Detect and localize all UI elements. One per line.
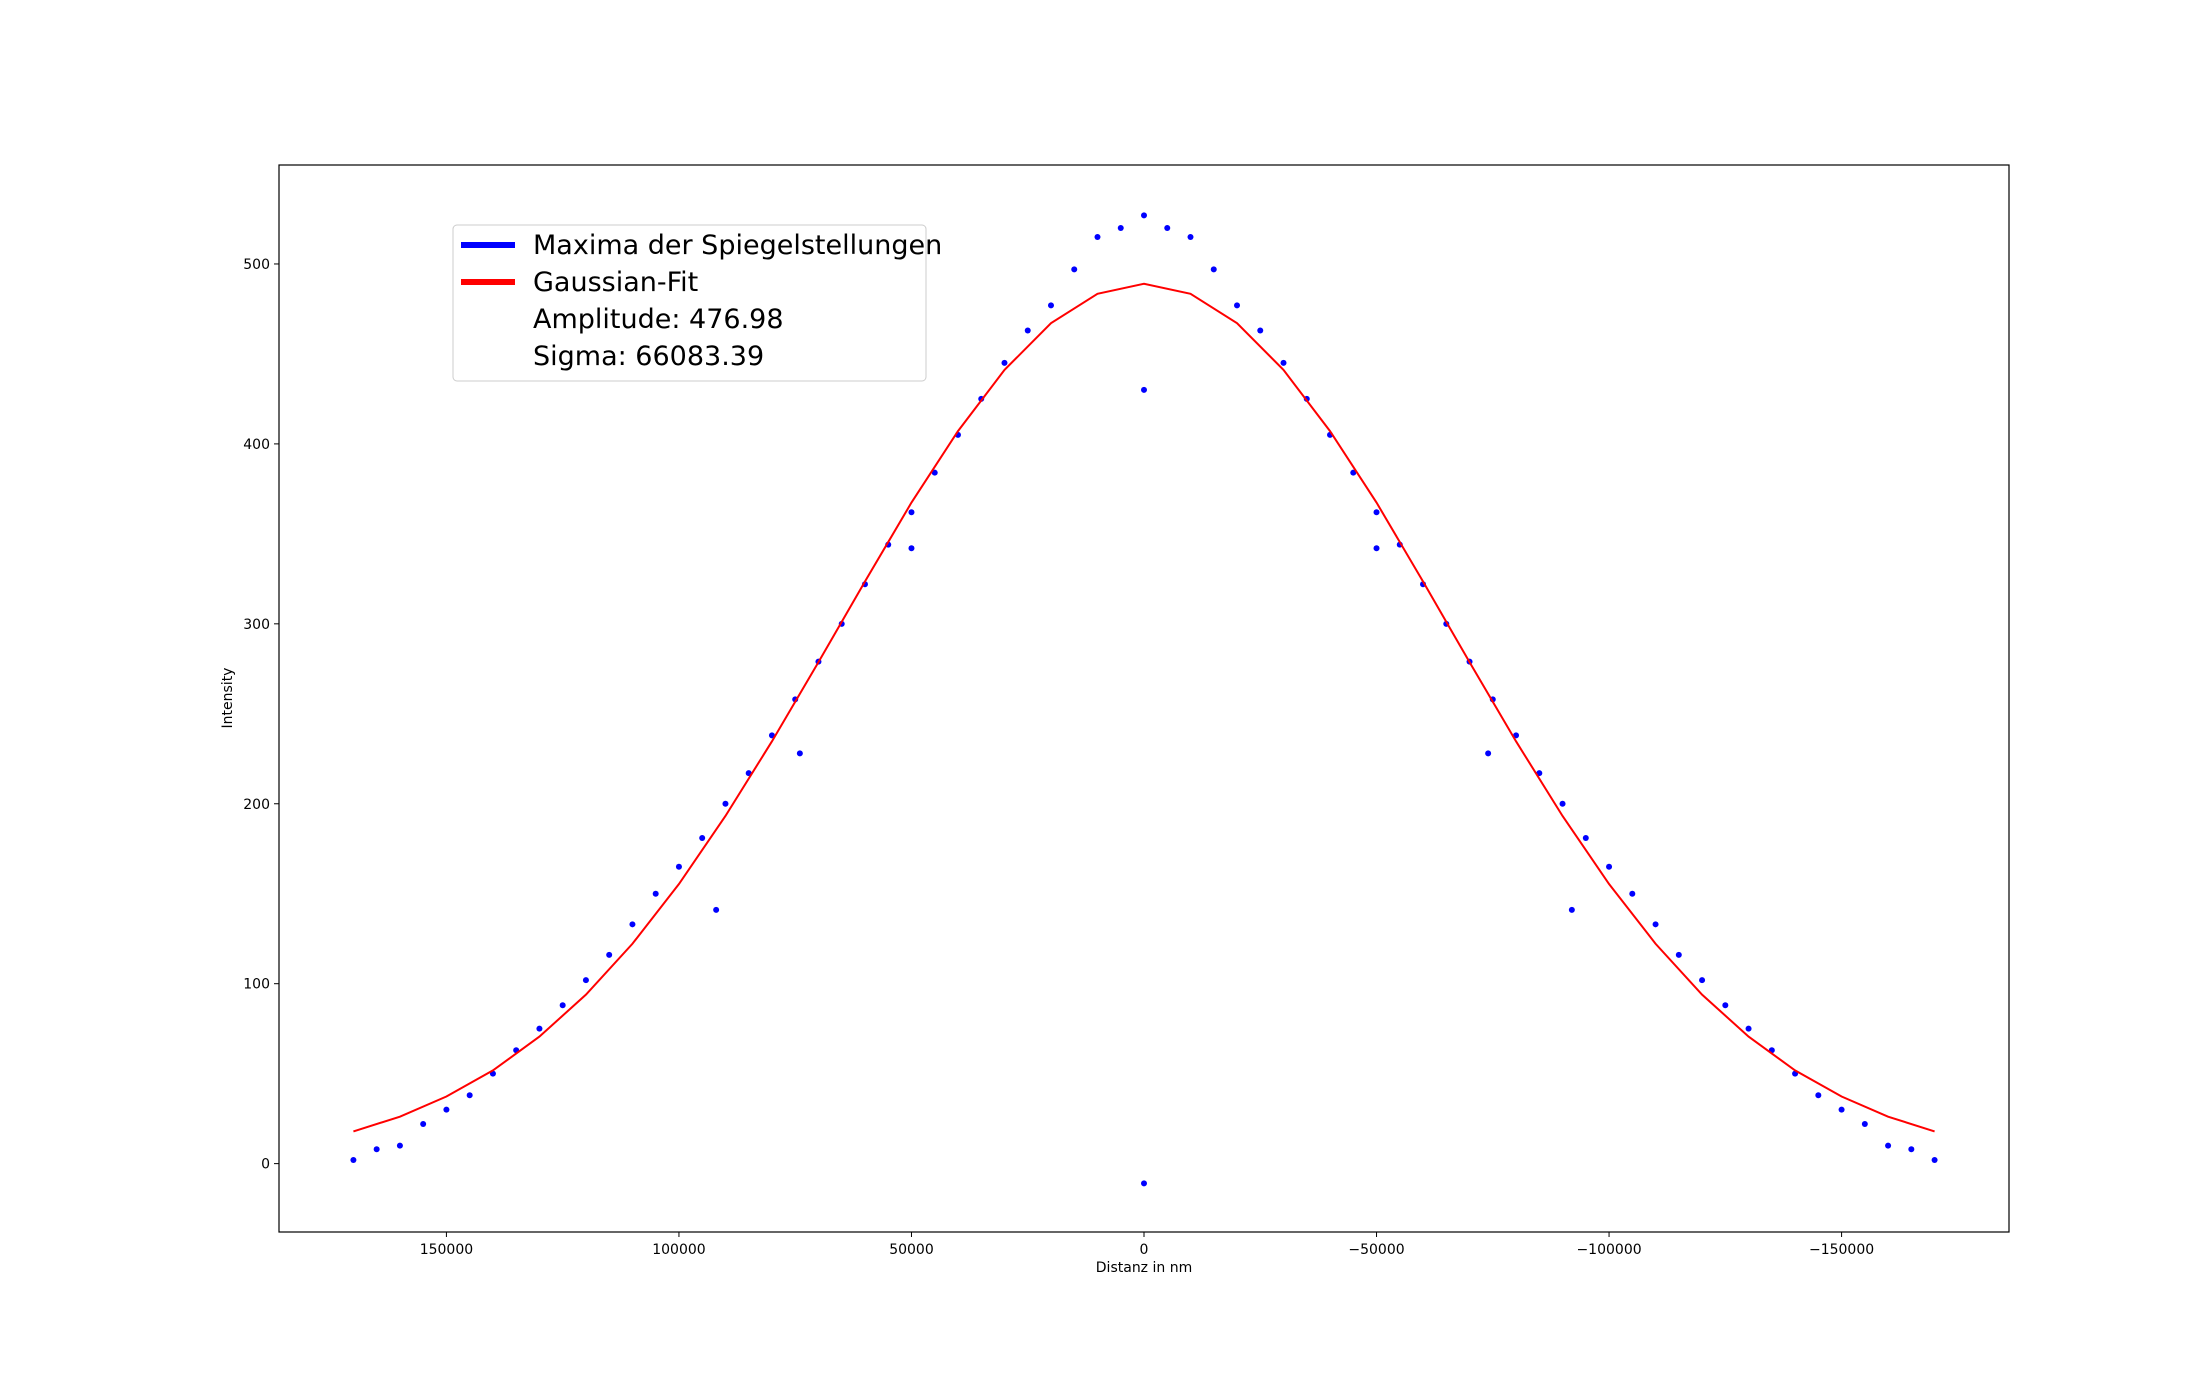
legend-label: Gaussian-Fit bbox=[533, 267, 698, 298]
legend-box bbox=[452, 224, 927, 382]
data-point bbox=[606, 951, 613, 958]
data-point bbox=[1117, 224, 1124, 231]
data-point bbox=[1257, 327, 1264, 334]
y-tick-label: 200 bbox=[243, 797, 270, 813]
data-point bbox=[536, 1025, 543, 1032]
data-point bbox=[1582, 834, 1589, 841]
y-tick-label: 100 bbox=[243, 977, 270, 993]
legend-annotation: Amplitude: 476.98 bbox=[533, 304, 784, 335]
data-point bbox=[1373, 545, 1380, 552]
data-point bbox=[559, 1002, 566, 1009]
plot-frame bbox=[278, 164, 2010, 1233]
data-point bbox=[1234, 302, 1241, 309]
data-point bbox=[796, 750, 803, 757]
legend-annotation: Sigma: 66083.39 bbox=[533, 341, 764, 372]
legend-label: Maxima der Spiegelstellungen bbox=[533, 230, 942, 261]
data-point bbox=[908, 509, 915, 516]
data-point bbox=[1861, 1121, 1868, 1128]
data-point bbox=[1047, 302, 1054, 309]
data-point bbox=[713, 906, 720, 913]
data-point bbox=[1908, 1146, 1915, 1153]
data-point bbox=[1141, 1180, 1147, 1187]
data-point bbox=[908, 545, 915, 552]
data-point bbox=[1652, 921, 1659, 928]
data-point bbox=[396, 1142, 403, 1149]
data-point bbox=[1838, 1106, 1845, 1113]
data-point bbox=[1699, 977, 1706, 984]
data-point bbox=[1141, 212, 1147, 219]
data-point bbox=[722, 800, 729, 807]
data-point bbox=[1187, 233, 1194, 240]
y-tick-label: 0 bbox=[261, 1157, 270, 1173]
data-point bbox=[350, 1157, 357, 1164]
data-point bbox=[1675, 951, 1682, 958]
data-point bbox=[931, 469, 938, 476]
x-tick-label: 0 bbox=[1140, 1242, 1149, 1258]
data-point bbox=[1164, 224, 1171, 231]
data-point bbox=[1071, 266, 1078, 273]
data-point bbox=[1210, 266, 1217, 273]
data-point bbox=[1568, 906, 1575, 913]
data-point bbox=[1485, 750, 1492, 757]
data-point bbox=[1629, 890, 1636, 897]
data-point bbox=[1606, 863, 1613, 870]
y-tick-label: 400 bbox=[243, 437, 270, 453]
y-tick-label: 500 bbox=[243, 257, 270, 273]
data-point bbox=[1722, 1002, 1729, 1009]
x-tick-label: −50000 bbox=[1348, 1242, 1404, 1258]
legend: Maxima der Spiegelstellungen Gaussian-Fit… bbox=[452, 224, 942, 382]
data-point bbox=[1094, 233, 1101, 240]
data-point bbox=[1024, 327, 1031, 334]
data-point bbox=[443, 1106, 450, 1113]
data-point bbox=[652, 890, 659, 897]
data-point bbox=[1931, 1157, 1938, 1164]
data-point bbox=[699, 834, 706, 841]
data-point bbox=[1815, 1092, 1822, 1099]
data-point bbox=[1373, 509, 1380, 516]
data-point bbox=[1885, 1142, 1892, 1149]
data-point bbox=[1559, 800, 1566, 807]
data-point bbox=[675, 863, 682, 870]
fit-line bbox=[353, 282, 1935, 1133]
y-axis-label: Intensity bbox=[220, 668, 236, 729]
data-point bbox=[420, 1121, 427, 1128]
data-point bbox=[1280, 359, 1287, 366]
x-tick-label: 150000 bbox=[420, 1242, 473, 1258]
data-point bbox=[1001, 359, 1008, 366]
x-tick-label: 100000 bbox=[652, 1242, 705, 1258]
x-tick-label: −150000 bbox=[1809, 1242, 1874, 1258]
data-point bbox=[629, 921, 636, 928]
data-point bbox=[373, 1146, 380, 1153]
data-point bbox=[582, 977, 589, 984]
data-point bbox=[1745, 1025, 1752, 1032]
y-tick-label: 300 bbox=[243, 617, 270, 633]
data-point bbox=[1141, 386, 1147, 393]
data-point bbox=[1350, 469, 1357, 476]
x-tick-label: −100000 bbox=[1576, 1242, 1641, 1258]
data-point bbox=[466, 1092, 473, 1099]
x-axis-label: Distanz in nm bbox=[1096, 1260, 1192, 1276]
x-tick-label: 50000 bbox=[889, 1242, 934, 1258]
